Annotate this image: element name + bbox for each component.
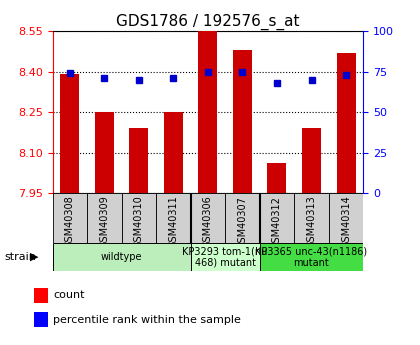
Bar xyxy=(52,243,191,271)
Bar xyxy=(191,193,225,243)
Bar xyxy=(260,243,363,271)
Text: GSM40309: GSM40309 xyxy=(99,196,109,248)
Text: GSM40308: GSM40308 xyxy=(65,196,75,248)
Bar xyxy=(198,31,218,193)
Title: GDS1786 / 192576_s_at: GDS1786 / 192576_s_at xyxy=(116,13,299,30)
Bar xyxy=(34,312,48,327)
Bar xyxy=(87,193,121,243)
Bar xyxy=(60,74,79,193)
Bar xyxy=(164,112,183,193)
Text: GSM40311: GSM40311 xyxy=(168,196,178,248)
Text: GSM40310: GSM40310 xyxy=(134,196,144,248)
Bar xyxy=(329,193,363,243)
Bar xyxy=(121,193,156,243)
Text: percentile rank within the sample: percentile rank within the sample xyxy=(53,315,241,325)
Bar xyxy=(260,193,294,243)
Text: wildtype: wildtype xyxy=(101,252,142,262)
Bar xyxy=(336,53,356,193)
Text: count: count xyxy=(53,290,85,300)
Text: GSM40307: GSM40307 xyxy=(237,196,247,249)
Bar xyxy=(268,164,286,193)
Bar xyxy=(233,50,252,193)
Bar xyxy=(294,193,329,243)
Bar xyxy=(34,288,48,303)
Bar xyxy=(191,243,260,271)
Bar xyxy=(302,128,321,193)
Text: KP3365 unc-43(n1186)
mutant: KP3365 unc-43(n1186) mutant xyxy=(255,246,368,268)
Bar xyxy=(156,193,191,243)
Bar xyxy=(225,193,260,243)
Text: GSM40306: GSM40306 xyxy=(203,196,213,248)
Text: strain: strain xyxy=(4,252,36,262)
Text: GSM40313: GSM40313 xyxy=(307,196,317,248)
Bar xyxy=(95,112,114,193)
Bar xyxy=(52,193,87,243)
Text: ▶: ▶ xyxy=(30,252,39,262)
Text: GSM40312: GSM40312 xyxy=(272,196,282,249)
Text: KP3293 tom-1(nu
468) mutant: KP3293 tom-1(nu 468) mutant xyxy=(182,246,268,268)
Text: GSM40314: GSM40314 xyxy=(341,196,351,248)
Bar xyxy=(129,128,148,193)
